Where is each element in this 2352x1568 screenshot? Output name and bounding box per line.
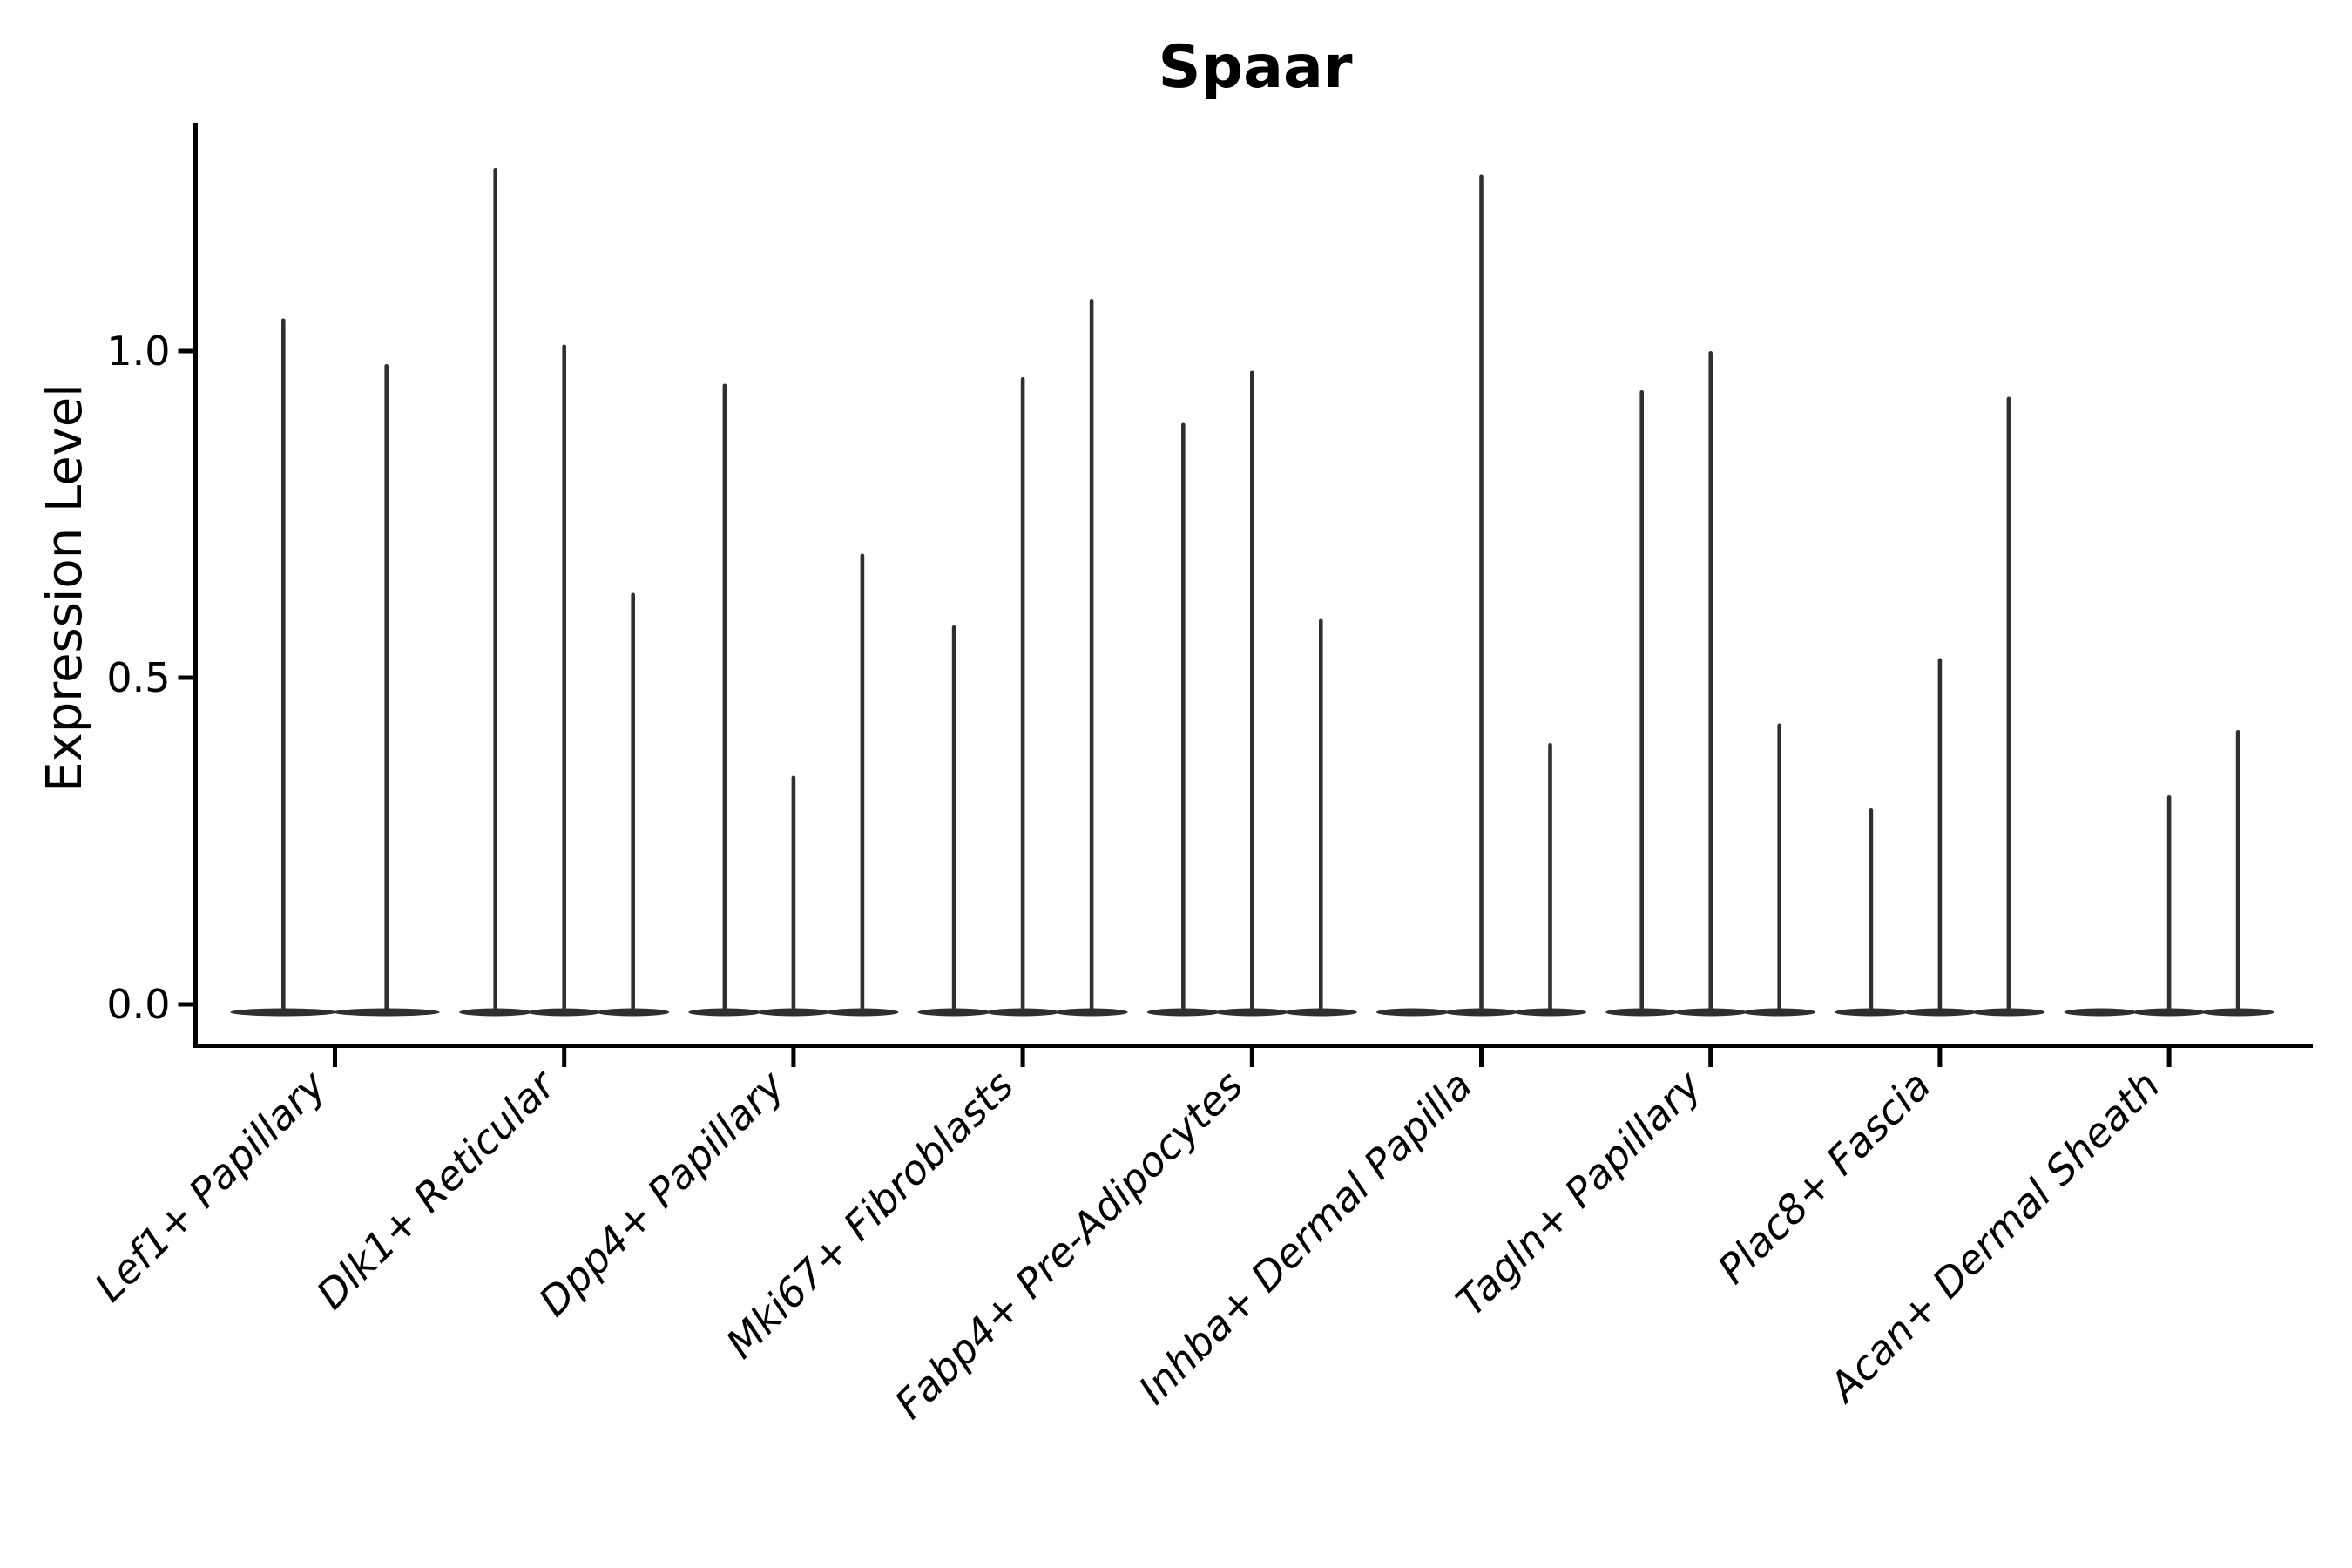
violin-base xyxy=(1903,1008,1977,1017)
violin-spike xyxy=(2235,730,2240,1010)
y-tick-label: 0.0 xyxy=(106,981,170,1028)
y-axis-label: Expression Level xyxy=(37,383,93,793)
violin-base xyxy=(986,1008,1059,1017)
violin-spike xyxy=(1937,658,1943,1010)
x-tick-label: Lef1+ Papillary xyxy=(85,1061,335,1310)
violin-spike xyxy=(1479,174,1484,1010)
violin-spike xyxy=(1319,618,1323,1010)
violin-base xyxy=(597,1008,670,1017)
violin-spike xyxy=(384,364,389,1010)
violin-base xyxy=(2201,1008,2274,1017)
y-tick-label: 1.0 xyxy=(106,328,170,375)
violin-base xyxy=(757,1008,830,1017)
violin-spike xyxy=(1639,390,1644,1010)
violin-spike xyxy=(860,553,865,1010)
x-tick-label: Dlk1+ Reticular xyxy=(308,1059,566,1318)
x-axis-spine xyxy=(193,1044,2313,1048)
y-tick xyxy=(178,675,193,680)
violin-spike xyxy=(722,383,727,1010)
violin-base xyxy=(1514,1008,1586,1017)
violin-base xyxy=(1445,1008,1517,1017)
violin-base xyxy=(1605,1008,1679,1017)
violin-spike xyxy=(1708,351,1713,1010)
y-tick-label: 0.5 xyxy=(106,654,170,701)
violin-base xyxy=(688,1008,761,1017)
violin-base xyxy=(1146,1008,1220,1017)
y-tick xyxy=(178,348,193,354)
violin-base xyxy=(1376,1008,1449,1017)
violin-base xyxy=(1743,1008,1816,1017)
violin-base xyxy=(1674,1008,1747,1017)
violin-spike xyxy=(281,318,286,1010)
x-tick xyxy=(791,1048,796,1067)
violin-base xyxy=(1284,1008,1357,1017)
x-tick-label: Dpp4+ Papillary xyxy=(530,1061,794,1325)
violin-spike xyxy=(1777,723,1781,1010)
violin-base xyxy=(2132,1008,2206,1017)
violin-spike xyxy=(791,775,796,1010)
violin-base xyxy=(230,1008,337,1017)
x-tick xyxy=(2166,1048,2172,1067)
violin-spike xyxy=(951,625,956,1010)
x-tick xyxy=(1020,1048,1025,1067)
violin-spike xyxy=(2006,396,2011,1010)
x-tick xyxy=(1249,1048,1254,1067)
violin-spike xyxy=(2166,795,2172,1010)
violin-base xyxy=(826,1008,899,1017)
x-tick xyxy=(562,1048,567,1067)
violin-base xyxy=(1835,1008,1908,1017)
violin-base xyxy=(333,1008,440,1017)
y-axis-spine xyxy=(193,123,198,1048)
violin-base xyxy=(459,1008,532,1017)
violin-spike xyxy=(493,168,497,1010)
violin-base xyxy=(1055,1008,1128,1017)
violin-base xyxy=(2064,1008,2137,1017)
y-tick xyxy=(178,1002,193,1007)
violin-spike xyxy=(1869,808,1874,1010)
violin-spike xyxy=(1548,743,1552,1010)
x-tick-label: Tagln+ Papillary xyxy=(1447,1061,1711,1325)
x-tick xyxy=(1937,1048,1943,1067)
violin-base xyxy=(917,1008,990,1017)
violin-base xyxy=(528,1008,601,1017)
violin-spike xyxy=(1089,299,1094,1010)
x-tick xyxy=(1479,1048,1484,1067)
violin-spike xyxy=(1181,422,1186,1010)
x-tick xyxy=(333,1048,337,1067)
violin-spike xyxy=(1250,370,1254,1010)
violin-spike xyxy=(562,344,566,1010)
chart-title: Spaar xyxy=(1159,33,1353,102)
x-tick xyxy=(1708,1048,1713,1067)
violin-spike xyxy=(1020,377,1025,1010)
violin-base xyxy=(1972,1008,2045,1017)
x-tick-label: Plac8+ Fascia xyxy=(1708,1062,1939,1293)
violin-spike xyxy=(631,592,635,1010)
violin-base xyxy=(1215,1008,1288,1017)
